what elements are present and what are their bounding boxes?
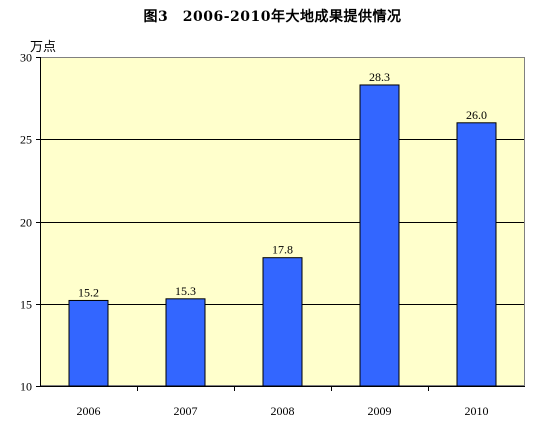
y-tick-label: 30 [20,51,32,65]
x-tick-label: 2007 [174,404,198,418]
y-tick-label: 20 [20,216,32,230]
data-label: 17.8 [272,243,293,257]
x-tick-label: 2006 [77,404,101,418]
bar [165,298,206,387]
y-tick-label: 10 [20,380,32,394]
y-tick-label: 25 [20,133,32,147]
bar [456,122,497,387]
data-label: 28.3 [369,70,390,84]
bar [68,299,109,387]
x-tick-label: 2008 [271,404,295,418]
y-axis-unit-label: 万点 [30,40,57,55]
x-tick-label: 2009 [368,404,392,418]
y-tick-label: 15 [20,298,32,312]
x-tick-label: 2010 [465,404,489,418]
chart-title: 图3 2006-2010年大地成果提供情况 [143,9,402,25]
data-label: 26.0 [466,108,487,122]
bar [359,84,400,387]
data-label: 15.3 [175,284,196,298]
bar [262,257,303,387]
data-label: 15.2 [78,285,99,299]
